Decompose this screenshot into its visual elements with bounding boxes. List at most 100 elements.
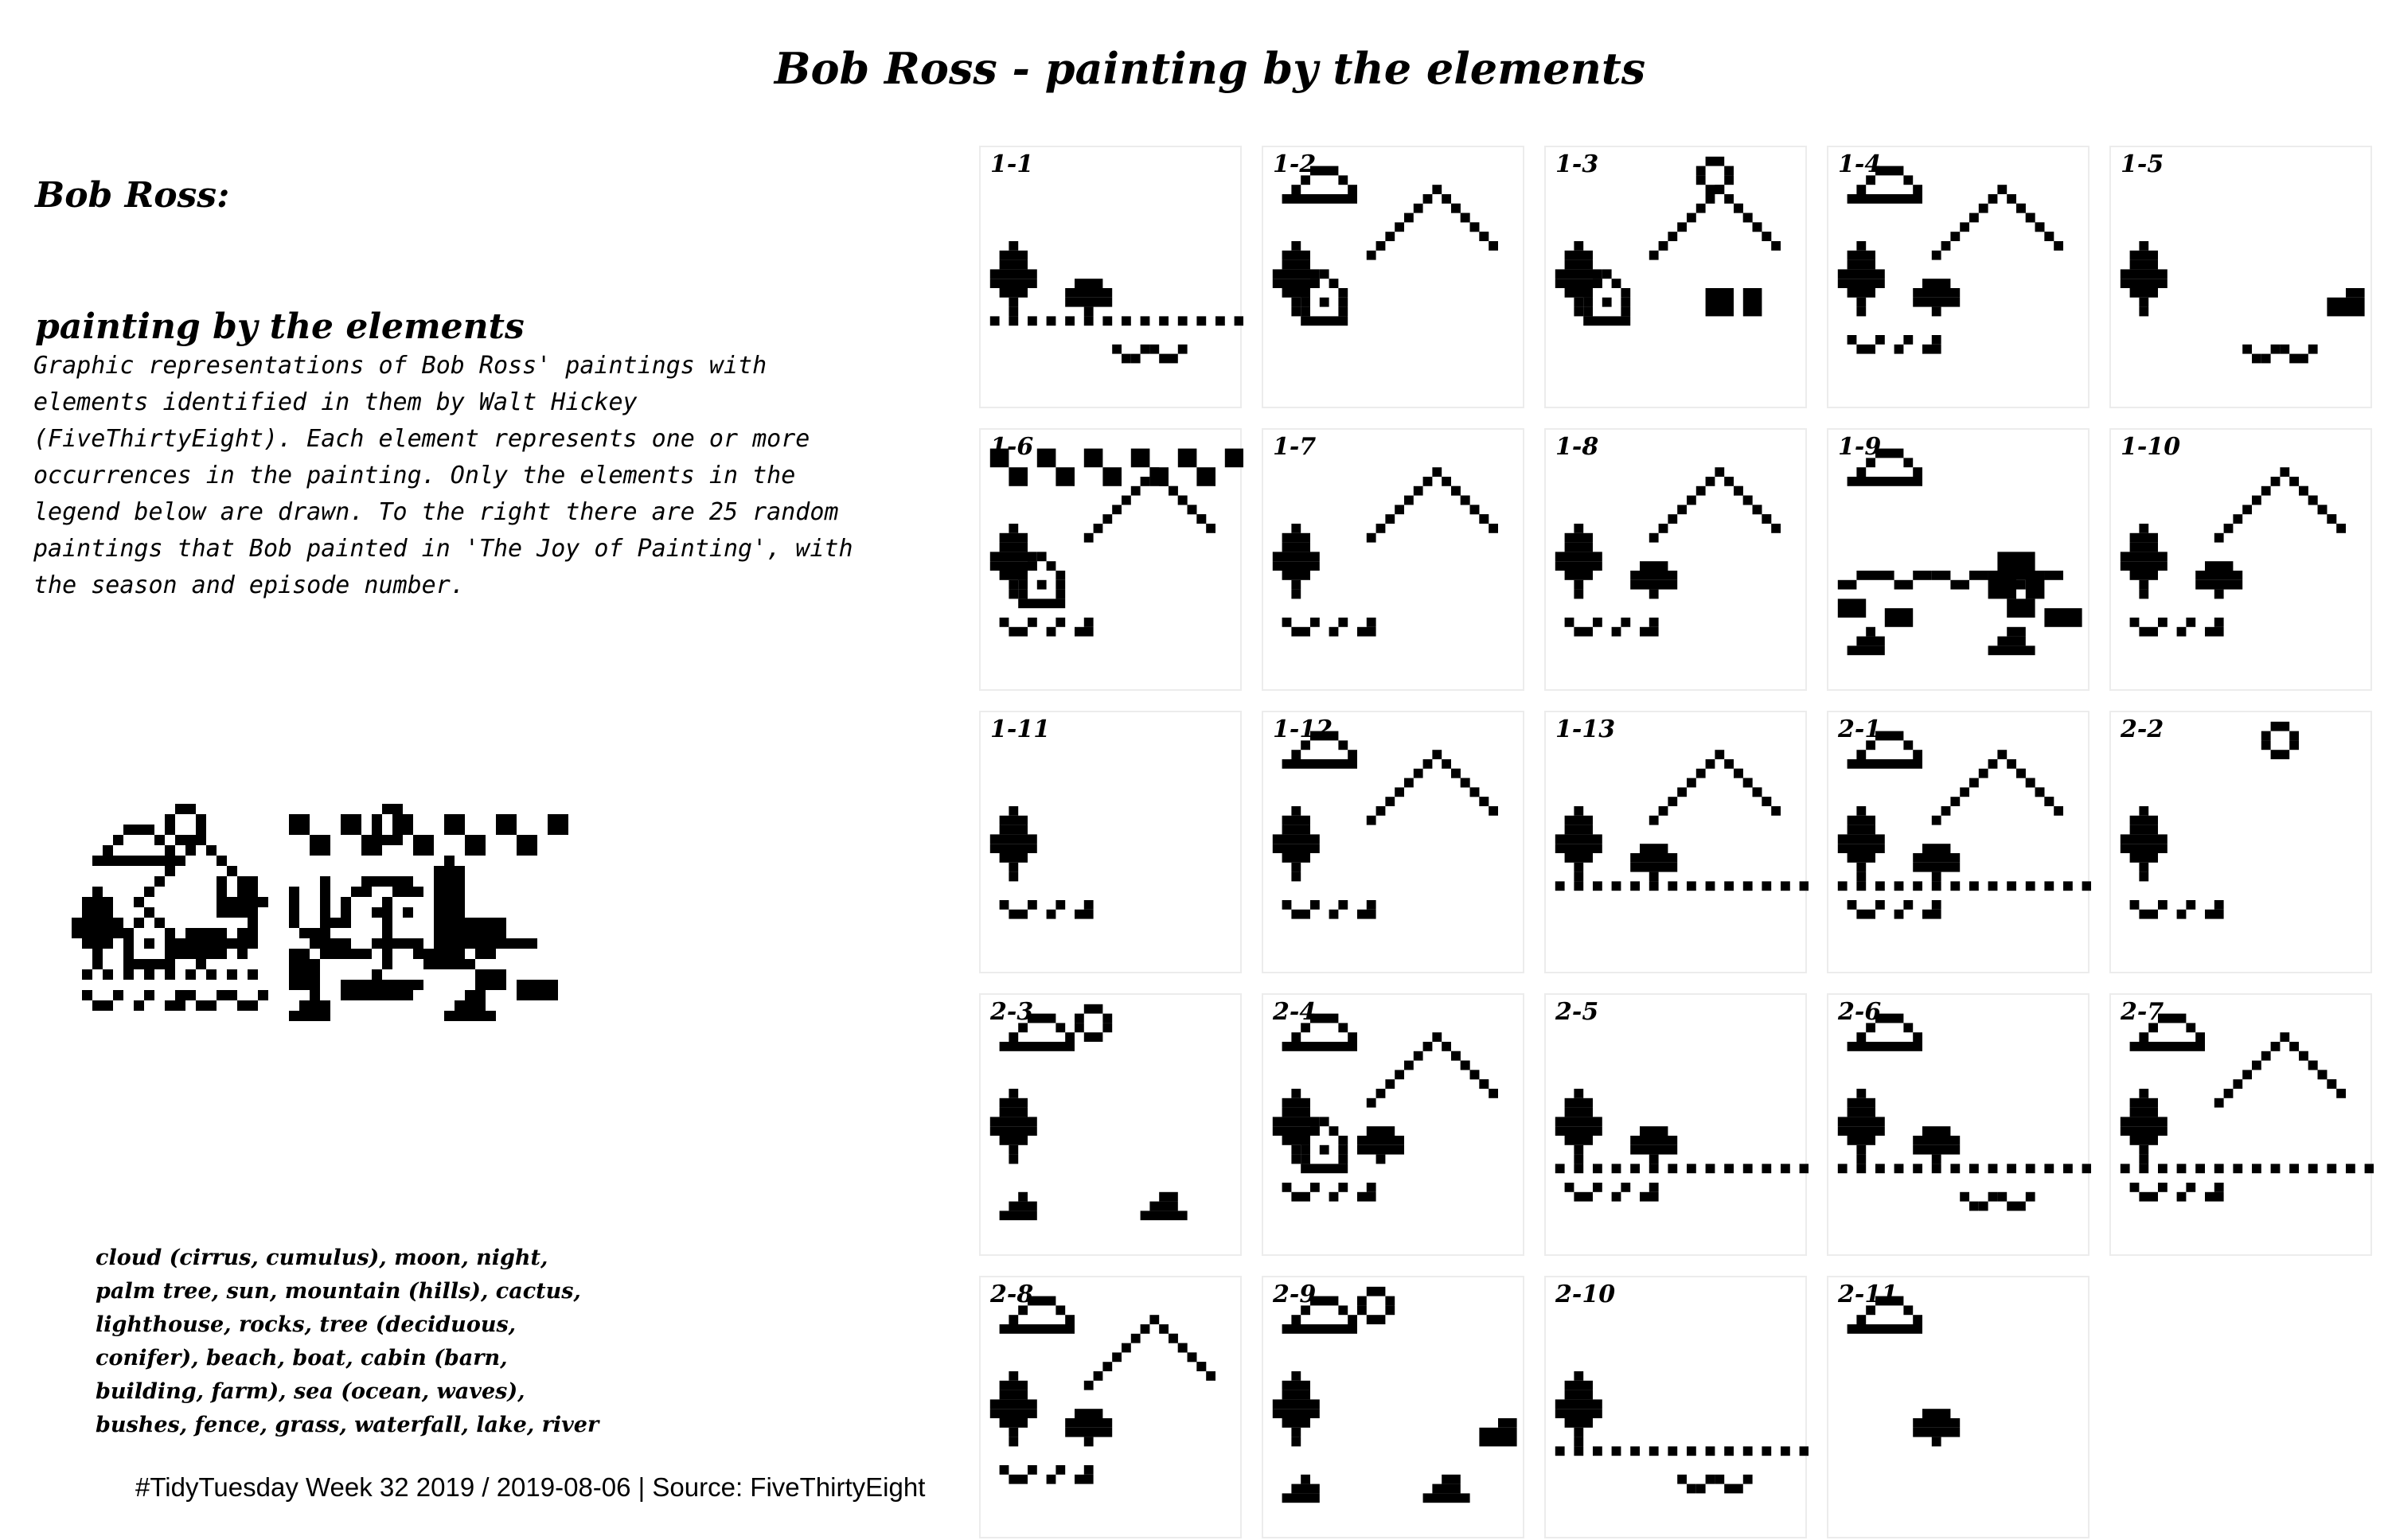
river-mark <box>1960 1191 2035 1211</box>
painting-art <box>1272 731 1498 919</box>
tree-mark <box>989 524 1037 599</box>
episode-label: 1-3 <box>1555 150 1599 178</box>
painting-art <box>1272 166 1498 326</box>
lake-mark <box>1837 881 2091 891</box>
river-mark <box>185 990 268 1011</box>
mountain-mark <box>1083 1315 1215 1390</box>
fence-mark <box>1705 288 1762 317</box>
episode-label: 1-4 <box>1838 150 1882 178</box>
cloud-mark <box>1847 448 1922 486</box>
painting-art <box>1837 166 2063 354</box>
tree-mark <box>1555 241 1602 317</box>
source-caption: #TidyTuesday Week 32 2019 / 2019-08-06 |… <box>135 1472 926 1502</box>
sun-mark <box>1695 156 1734 194</box>
bushes-mark <box>1913 844 1961 882</box>
episode-label: 1-8 <box>1555 433 1599 461</box>
tree-mark <box>2120 806 2168 882</box>
cabin-mark <box>1301 1117 1348 1174</box>
episode-label: 2-2 <box>2121 715 2164 743</box>
sun-mark <box>2261 721 2299 759</box>
mountain-mark <box>1931 750 2063 825</box>
river-mark <box>1112 344 1188 364</box>
waterfall-mark <box>217 876 258 938</box>
sea-mark <box>289 990 496 1021</box>
episode-label: 1-13 <box>1555 715 1616 743</box>
night-mark <box>989 448 1243 486</box>
painting-art <box>1555 467 1781 637</box>
painting-art <box>1837 1013 2091 1211</box>
tree-mark <box>1837 806 1885 882</box>
grass-mark <box>1847 335 1941 354</box>
painting-art <box>2120 721 2299 919</box>
tree-mark <box>1837 1089 1885 1164</box>
painting-panel: 2-7 <box>2109 993 2374 1256</box>
mountain-mark <box>1931 185 2063 260</box>
cloud-mark <box>1847 731 1922 769</box>
painting-art <box>1272 1013 1498 1202</box>
painting-panel: 2-1 <box>1827 711 2091 973</box>
tree-mark <box>989 806 1037 882</box>
lake-mark <box>1555 1164 1809 1174</box>
cloud-mark <box>2129 1013 2205 1051</box>
grass-mark <box>1564 618 1659 637</box>
painting-art <box>989 448 1243 637</box>
tree-mark <box>1555 524 1602 599</box>
cabin-mark <box>123 907 175 969</box>
painting-panel: 2-11 <box>1827 1276 2090 1538</box>
painting-panel: 1-12 <box>1262 711 1524 973</box>
painting-art <box>2120 467 2346 637</box>
tree-mark <box>1837 241 1885 317</box>
mountain-mark <box>1366 185 1498 260</box>
cabin-mark <box>1018 552 1066 609</box>
grass-mark <box>1564 1183 1659 1202</box>
painting-panel: 1-13 <box>1544 711 1809 973</box>
episode-label: 1-1 <box>990 150 1034 178</box>
mountain-mark <box>1649 750 1781 825</box>
tree-mark <box>1272 806 1320 882</box>
night-mark <box>289 814 568 856</box>
bushes-mark <box>1913 1409 1961 1447</box>
painting-panel: 1-3 <box>1544 146 1807 408</box>
sea-mark <box>1282 1474 1470 1503</box>
tree-mark <box>72 887 123 969</box>
lake-mark <box>1555 881 1809 891</box>
painting-panel: 1-10 <box>2109 428 2372 691</box>
painting-panel: 2-8 <box>979 1276 1242 1538</box>
tree-mark <box>1272 524 1320 599</box>
legend-text: cloud (cirrus, cumulus), moon, night, pa… <box>96 1246 599 1437</box>
tree-mark <box>1555 1089 1602 1164</box>
episode-label: 2-9 <box>1273 1281 1317 1308</box>
cloud-mark <box>1847 166 1922 204</box>
sidebar-subheading: painting by the elements <box>35 306 525 347</box>
painting-art <box>1837 731 2091 919</box>
grass-mark <box>1282 618 1376 637</box>
bushes-mark <box>1913 1126 1961 1164</box>
painting-art <box>1555 1371 1809 1494</box>
episode-label: 2-10 <box>1555 1281 1616 1308</box>
grass-mark <box>2129 1183 2224 1202</box>
episode-label: 1-7 <box>1273 433 1317 461</box>
mountain-mark <box>2214 467 2346 543</box>
grass-mark <box>2129 618 2224 637</box>
episode-label: 2-4 <box>1273 998 1317 1026</box>
episode-label: 2-6 <box>1838 998 1882 1026</box>
cloud-mark <box>1282 1296 1357 1334</box>
sun-mark <box>165 804 206 845</box>
cabin-mark <box>1301 269 1348 326</box>
painting-art <box>2120 241 2365 364</box>
moon-mark <box>372 804 403 845</box>
episode-label: 2-3 <box>990 998 1034 1026</box>
bushes-mark <box>1630 1126 1678 1164</box>
grass-mark <box>999 1465 1094 1484</box>
bushes-mark <box>1357 1126 1404 1164</box>
palm-mark <box>351 876 423 969</box>
chart-title: Bob Ross - painting by the elements <box>774 43 1646 94</box>
painting-art <box>989 241 1243 364</box>
painting-panel: 2-6 <box>1827 993 2091 1256</box>
sea-mark <box>999 1191 1188 1221</box>
lighthouse-mark <box>423 856 475 969</box>
sun-mark <box>1357 1286 1395 1324</box>
painting-panel: 1-6 <box>979 428 1243 691</box>
rocks-mark <box>1479 1418 1517 1447</box>
episode-label: 1-2 <box>1273 150 1317 178</box>
